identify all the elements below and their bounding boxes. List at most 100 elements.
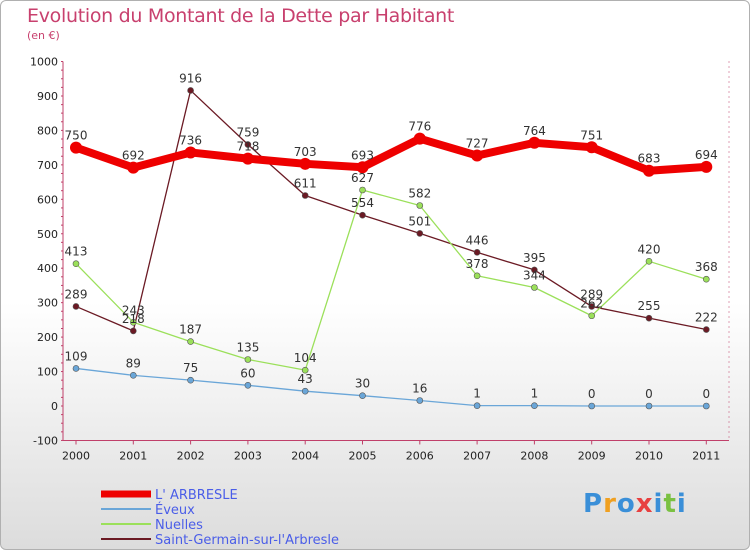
data-label: 751: [580, 128, 603, 142]
y-tick-label: 800: [37, 124, 58, 137]
data-point: [299, 157, 312, 170]
data-point: [72, 260, 80, 268]
data-label: 109: [65, 349, 88, 363]
series-line: [75, 89, 707, 332]
data-point: [241, 152, 254, 165]
data-label: 718: [236, 140, 259, 154]
logo-letter: x: [635, 489, 654, 519]
data-point: [72, 365, 80, 372]
data-point: [700, 160, 713, 173]
data-point: [473, 402, 481, 409]
data-point: [531, 266, 538, 274]
x-tick-label: 2000: [62, 449, 90, 462]
series-line: [75, 189, 707, 371]
data-label: 776: [408, 120, 431, 134]
data-label: 75: [183, 361, 198, 375]
data-label: 582: [408, 187, 431, 201]
data-label: 344: [523, 268, 546, 282]
data-point: [359, 211, 366, 219]
y-tick-label: -100: [33, 434, 58, 447]
data-point: [356, 161, 369, 174]
logo-letter: t: [663, 489, 677, 519]
data-point: [187, 376, 194, 384]
data-label: 243: [122, 303, 145, 317]
logo-letter: i: [676, 489, 687, 519]
data-point: [588, 303, 596, 310]
data-label: 916: [179, 71, 202, 85]
data-label: 683: [638, 152, 661, 166]
data-label: 255: [638, 299, 661, 313]
data-label: 1: [473, 387, 481, 401]
x-tick-label: 2007: [463, 449, 491, 462]
data-label: 693: [351, 148, 374, 162]
data-point: [359, 186, 366, 194]
chart-subtitle: (en €): [27, 29, 60, 42]
data-label: 501: [408, 214, 431, 228]
data-label: 218: [122, 312, 145, 326]
data-label: 750: [65, 129, 88, 143]
data-label: 736: [179, 133, 202, 147]
y-tick-label: 0: [51, 400, 58, 413]
data-point: [301, 192, 309, 199]
data-point: [528, 136, 541, 149]
legend-label: Nuelles: [155, 518, 203, 533]
y-tick-label: 700: [37, 159, 58, 172]
data-point: [72, 303, 80, 310]
data-label: 30: [355, 377, 370, 391]
chart-axes: [61, 61, 730, 445]
y-tick-label: 600: [37, 193, 58, 206]
data-label: 0: [645, 387, 653, 401]
data-point: [130, 318, 137, 326]
legend-label: Saint-Germain-sur-l'Arbresle: [155, 533, 339, 548]
chart-series: [70, 87, 713, 410]
data-label: 262: [580, 297, 603, 311]
data-label: 289: [65, 287, 88, 301]
data-label: 0: [588, 387, 596, 401]
x-tick-label: 2010: [635, 449, 663, 462]
data-label: 104: [294, 351, 317, 365]
data-label: 692: [122, 149, 145, 163]
data-point: [187, 87, 194, 94]
data-labels: 289 218 916 759 611 554 501 446 395 289 255 222 413 2…: [65, 71, 718, 401]
series-line: [75, 367, 707, 407]
data-point: [416, 397, 424, 404]
data-point: [645, 402, 653, 410]
data-point: [187, 338, 194, 345]
axis-ticks: -100010020030040050060070080090010002000…: [30, 56, 720, 463]
data-label: 60: [240, 366, 255, 380]
data-point: [473, 249, 481, 256]
x-tick-label: 2004: [291, 449, 319, 462]
data-point: [585, 141, 598, 154]
data-point: [588, 402, 596, 410]
data-label: 16: [412, 381, 427, 395]
proxiti-logo: Proxiti: [583, 489, 687, 519]
y-tick-label: 900: [37, 90, 58, 103]
data-point: [643, 164, 655, 177]
y-tick-label: 1000: [30, 56, 58, 69]
data-label: 420: [638, 242, 661, 256]
data-point: [359, 392, 366, 399]
data-point: [301, 366, 309, 374]
data-label: 764: [523, 124, 546, 138]
data-point: [416, 202, 424, 209]
data-label: 187: [179, 323, 202, 337]
data-label: 0: [702, 387, 710, 401]
x-tick-label: 2005: [349, 449, 377, 462]
chart-legend: L' ARBRESLEÉveuxNuellesSaint-Germain-sur…: [101, 488, 339, 548]
logo-letter: i: [653, 489, 664, 519]
data-point: [531, 284, 538, 291]
x-tick-label: 2002: [177, 449, 205, 462]
data-label: 289: [580, 287, 603, 301]
x-tick-label: 2011: [692, 449, 720, 462]
data-point: [531, 402, 538, 409]
data-label: 694: [695, 148, 718, 162]
data-label: 554: [351, 196, 374, 210]
x-tick-label: 2009: [578, 449, 606, 462]
data-point: [588, 312, 596, 320]
data-label: 43: [298, 372, 313, 386]
data-label: 368: [695, 260, 718, 274]
data-point: [473, 272, 481, 280]
y-tick-label: 400: [37, 262, 58, 275]
data-point: [702, 402, 710, 410]
